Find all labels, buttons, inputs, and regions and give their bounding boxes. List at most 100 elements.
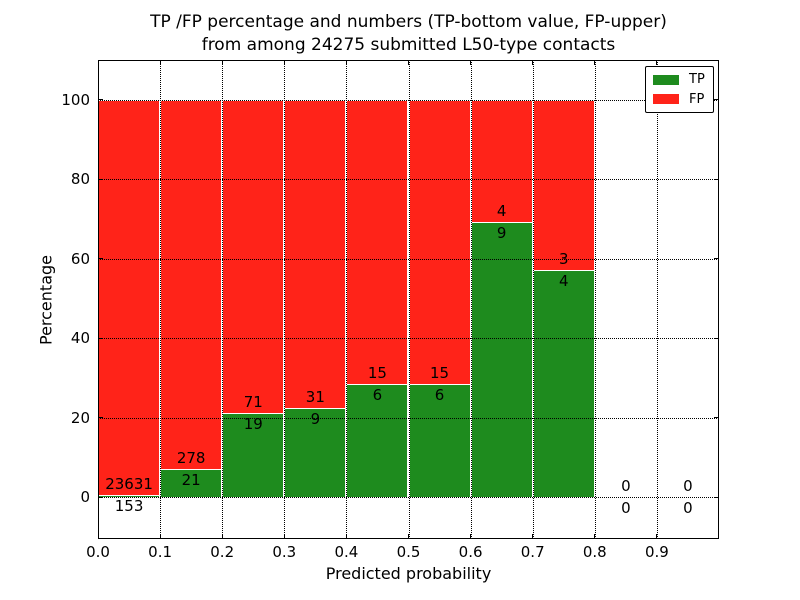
bar-fp-count-8: 0 [621,477,631,496]
ytick-label-0: 0 [80,488,90,507]
bar-fp-count-1: 278 [176,449,206,468]
bar-fp-0 [98,99,161,495]
gridline-x-0.6 [470,60,472,539]
plot-border [98,60,719,539]
ytick-label-80: 80 [70,170,90,189]
bar-fp-5 [408,99,471,384]
xtick-bottom-0.1 [159,534,161,538]
xtick-label-0.9: 0.9 [644,543,669,561]
xtick-top-0.0 [97,61,99,65]
chart-title: TP /FP percentage and numbers (TP-bottom… [98,11,719,57]
legend-label-fp: FP [689,91,705,107]
gridline-x-0.2 [222,60,224,539]
bar-fp-count-3: 31 [305,387,325,406]
xtick-top-0.6 [470,61,472,65]
bar-fp-count-0: 23631 [105,474,153,493]
xtick-top-0.2 [221,61,223,65]
xtick-label-0.3: 0.3 [272,543,297,561]
bar-tp-count-7: 4 [558,272,569,291]
ytick-left-40 [99,337,103,339]
xtick-label-0.7: 0.7 [520,543,545,561]
bar-fp-count-4: 15 [367,363,387,382]
xtick-label-0.4: 0.4 [334,543,359,561]
xtick-label-0.8: 0.8 [582,543,607,561]
gridline-x-0.1 [160,60,162,539]
xtick-top-0.4 [345,61,347,65]
ytick-left-60 [99,258,103,260]
xtick-bottom-0.2 [221,534,223,538]
ytick-right-60 [714,258,718,260]
ytick-right-100 [714,99,718,101]
bar-tp-count-9: 0 [683,499,693,518]
xtick-bottom-0.9 [656,534,658,538]
xtick-label-0.0: 0.0 [86,543,110,561]
ytick-right-20 [714,417,718,419]
xtick-bottom-0.6 [470,534,472,538]
xtick-bottom-0.5 [408,534,409,538]
bar-fp-count-9: 0 [683,477,693,496]
ytick-left-0 [99,496,103,498]
x-axis-label: Predicted probability [325,564,492,583]
xtick-label-0.5: 0.5 [396,543,421,561]
ytick-label-40: 40 [70,329,90,348]
bar-tp-count-8: 0 [621,499,631,518]
xtick-top-0.3 [283,61,285,65]
chart-title-line2: from among 24275 submitted L50-type cont… [201,35,616,55]
bar-fp-count-5: 15 [430,363,450,382]
xtick-bottom-0.0 [97,534,99,538]
xtick-top-0.5 [408,61,409,65]
legend-item-fp: FP [653,93,713,106]
bar-tp-count-3: 9 [310,409,321,428]
xtick-top-0.9 [656,61,658,65]
legend-tp-swatch-icon [653,74,679,85]
bar-tp-3 [284,407,347,498]
gridline-x-0.5 [408,60,410,539]
bar-fp-count-6: 4 [496,202,507,221]
bar-fp-count-2: 71 [243,393,263,412]
bar-tp-4 [346,383,409,498]
bar-tp-count-2: 19 [243,415,263,434]
ytick-left-80 [99,178,103,180]
ytick-right-40 [714,337,718,339]
bar-fp-7 [532,99,595,271]
bar-fp-4 [346,99,409,384]
ytick-label-60: 60 [70,249,90,268]
ytick-left-100 [99,99,103,101]
legend-item-tp: TP [653,73,713,86]
bar-fp-count-7: 3 [558,250,569,269]
xtick-label-0.2: 0.2 [210,543,235,561]
xtick-bottom-0.3 [283,534,285,538]
bar-tp-6 [470,222,533,498]
bar-tp-count-5: 6 [434,385,445,404]
xtick-label-0.1: 0.1 [148,543,173,561]
gridline-x-0.4 [346,60,348,539]
xtick-top-0.8 [594,61,596,65]
y-axis-label: Percentage [36,254,56,346]
bar-tp-1 [160,469,223,498]
ytick-label-20: 20 [70,408,90,427]
bar-tp-count-0: 153 [114,496,144,515]
xtick-label-0.6: 0.6 [458,543,483,561]
legend: TP FP [645,66,714,113]
ytick-left-20 [99,417,103,419]
xtick-top-0.7 [532,61,534,65]
gridline-x-0.9 [656,60,658,539]
bar-fp-6 [470,99,533,223]
bar-fp-1 [160,99,223,470]
gridline-x-0.7 [532,60,534,539]
xtick-bottom-0.8 [594,534,596,538]
bar-tp-count-6: 9 [496,224,507,243]
ytick-right-0 [714,496,718,498]
bar-tp-count-1: 21 [181,471,201,490]
xtick-top-0.1 [159,61,161,65]
bar-tp-count-4: 6 [372,385,383,404]
chart-title-line1: TP /FP percentage and numbers (TP-bottom… [150,12,667,32]
legend-label-tp: TP [689,72,705,88]
xtick-bottom-0.4 [345,534,347,538]
gridline-x-0.3 [284,60,286,539]
ytick-right-80 [714,178,718,180]
gridline-x-0.8 [594,60,596,539]
bar-fp-2 [222,99,285,414]
ytick-label-100: 100 [61,90,90,109]
